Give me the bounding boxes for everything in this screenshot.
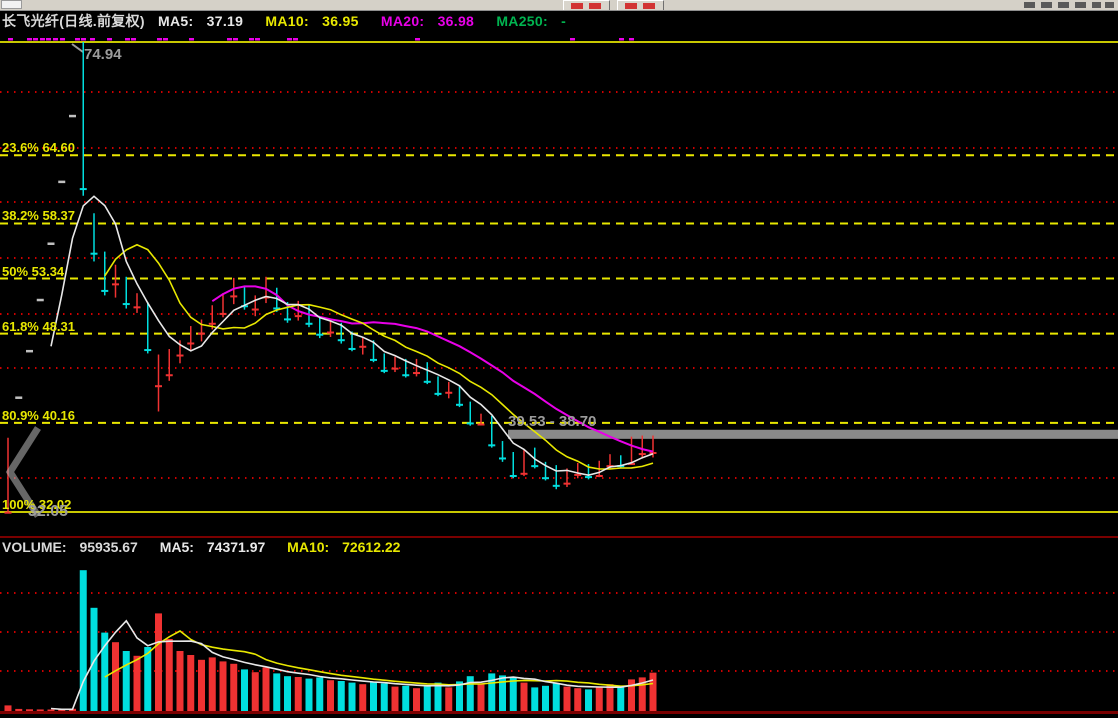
volume-ma5-readout: MA5: 74371.97 [159,539,266,555]
volume-bars[interactable] [4,570,657,712]
ma5-line [50,195,654,477]
volume-ma10-line [104,630,654,688]
fib-label-38-2: 38.2% 58.37 [2,208,76,224]
resistance-zone-bar [508,429,1118,439]
kline-header: 长飞光纤(日线.前复权) MA5: 37.19 MA10: 36.95 MA20… [2,11,584,29]
zone-price-label: 39.53 - 38.70 [508,413,597,430]
fib-label-50: 50% 53.34 [2,263,65,279]
low-price-label: 32.05 [28,503,69,520]
menu-bar[interactable] [0,0,1118,11]
ma5-readout: MA5: 37.19 [158,13,244,29]
price-gridlines [0,91,1118,479]
fib-retracement-lines [0,154,1118,513]
volume-ma10-readout: MA10: 72612.22 [287,539,401,555]
high-price-label: 74.94 [84,46,122,63]
ma250-readout: MA250: - [496,13,567,29]
fib-label-23-6: 23.6% 64.60 [2,140,76,156]
high-tick [71,43,84,53]
volume-readout: VOLUME: 95935.67 [2,539,138,555]
fib-label-80-9: 80.9% 40.16 [2,407,76,423]
volume-ma5-line [50,619,654,711]
menu-left-box[interactable] [1,0,22,9]
fib-label-100: 100% 32.02 [2,497,72,512]
symbol-title: 长飞光纤(日线.前复权) [2,13,145,29]
ma10-readout: MA10: 36.95 [265,13,359,29]
volume-header: VOLUME: 95935.67 MA5: 74371.97 MA10: 726… [2,539,418,555]
ma20-readout: MA20: 36.98 [380,13,475,29]
toolbar-red-button-2[interactable] [617,0,664,10]
fib-label-61-8: 61.8% 48.31 [2,318,76,334]
scroll-left-arrow[interactable] [5,426,41,518]
volume-gridlines [0,592,1118,672]
ma10-line [104,243,654,470]
marker-dots [8,38,634,41]
toolbar-red-button-1[interactable] [563,0,610,10]
